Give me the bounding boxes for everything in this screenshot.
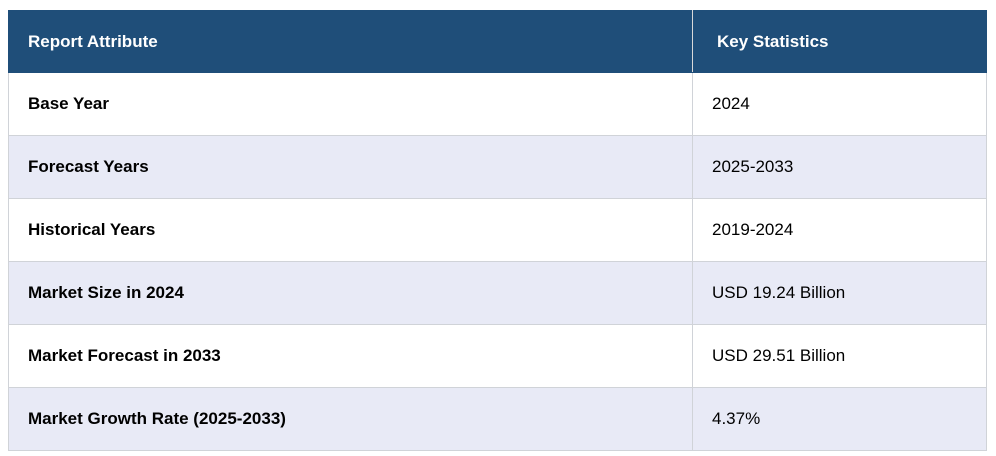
row-attribute-label: Market Forecast in 2033 bbox=[8, 324, 693, 388]
row-attribute-label: Base Year bbox=[8, 72, 693, 136]
report-attributes-table: Report Attribute Key Statistics Base Yea… bbox=[8, 10, 987, 451]
table-header-row: Report Attribute Key Statistics bbox=[8, 10, 987, 73]
row-attribute-value: 2019-2024 bbox=[692, 198, 987, 262]
header-report-attribute: Report Attribute bbox=[8, 10, 693, 73]
row-attribute-value: 2024 bbox=[692, 72, 987, 136]
row-attribute-value: 2025-2033 bbox=[692, 135, 987, 199]
header-key-statistics: Key Statistics bbox=[692, 10, 987, 73]
row-attribute-value: 4.37% bbox=[692, 387, 987, 451]
row-attribute-label: Market Size in 2024 bbox=[8, 261, 693, 325]
table-row: Market Size in 2024 USD 19.24 Billion bbox=[8, 261, 987, 325]
table-row: Forecast Years 2025-2033 bbox=[8, 135, 987, 199]
row-attribute-value: USD 29.51 Billion bbox=[692, 324, 987, 388]
table-row: Base Year 2024 bbox=[8, 72, 987, 136]
row-attribute-label: Market Growth Rate (2025-2033) bbox=[8, 387, 693, 451]
row-attribute-value: USD 19.24 Billion bbox=[692, 261, 987, 325]
table-row: Market Growth Rate (2025-2033) 4.37% bbox=[8, 387, 987, 451]
report-table-container: Report Attribute Key Statistics Base Yea… bbox=[8, 10, 987, 451]
row-attribute-label: Forecast Years bbox=[8, 135, 693, 199]
table-row: Historical Years 2019-2024 bbox=[8, 198, 987, 262]
table-row: Market Forecast in 2033 USD 29.51 Billio… bbox=[8, 324, 987, 388]
row-attribute-label: Historical Years bbox=[8, 198, 693, 262]
